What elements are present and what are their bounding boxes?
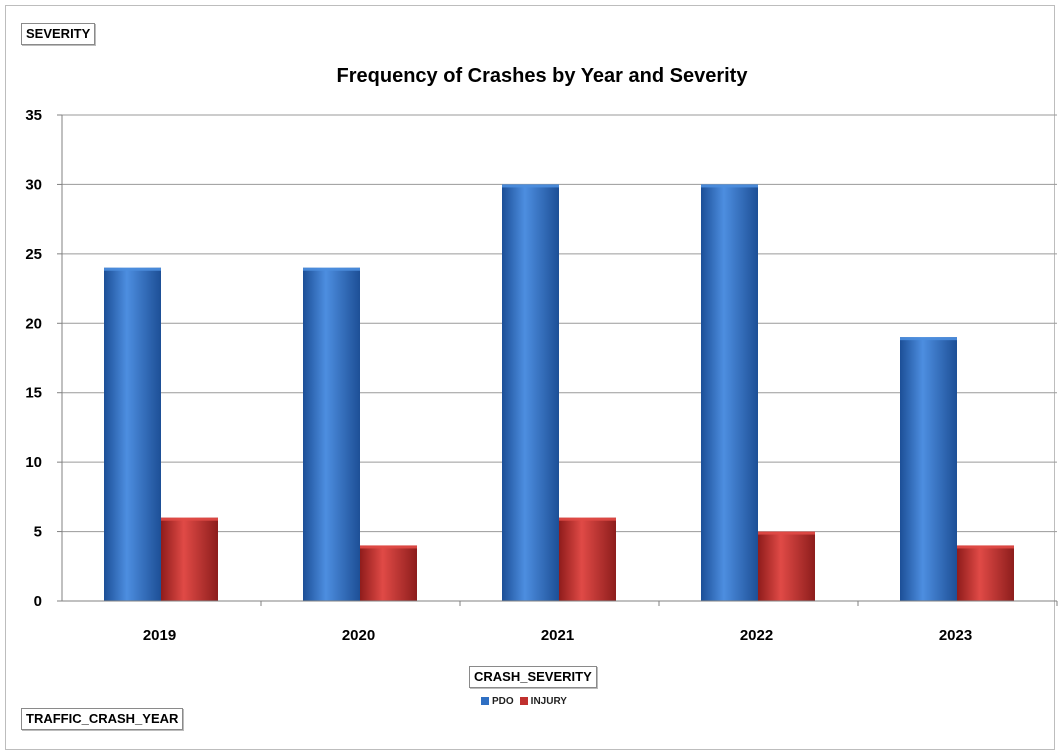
x-tick-label-2021: 2021 bbox=[541, 627, 574, 644]
bar-cap-injury-2022 bbox=[758, 531, 815, 535]
bar-cap-injury-2021 bbox=[559, 517, 616, 521]
severity-field-button[interactable]: SEVERITY bbox=[21, 23, 96, 45]
bar-pdo-2021 bbox=[502, 184, 559, 601]
bar-pdo-2022 bbox=[701, 184, 758, 601]
x-tick-label-2020: 2020 bbox=[342, 627, 375, 644]
bar-cap-injury-2020 bbox=[360, 545, 417, 549]
x-tick-label-2019: 2019 bbox=[143, 627, 176, 644]
y-tick-label-35: 35 bbox=[25, 107, 42, 124]
bar-cap-injury-2019 bbox=[161, 517, 218, 521]
legend-label-pdo: PDO bbox=[492, 695, 514, 707]
bar-pdo-2019 bbox=[104, 267, 161, 601]
bar-pdo-2023 bbox=[900, 337, 957, 601]
legend: PDO INJURY bbox=[481, 694, 573, 708]
legend-label-injury: INJURY bbox=[530, 695, 567, 707]
x-tick-label-2022: 2022 bbox=[740, 627, 773, 644]
traffic-crash-year-field-button[interactable]: TRAFFIC_CRASH_YEAR bbox=[21, 708, 184, 730]
bar-cap-pdo-2019 bbox=[104, 267, 161, 271]
bar-pdo-2020 bbox=[303, 267, 360, 601]
chart-title: Frequency of Crashes by Year and Severit… bbox=[337, 65, 749, 87]
y-tick-label-15: 15 bbox=[25, 385, 42, 402]
bar-injury-2020 bbox=[360, 545, 417, 601]
y-tick-label-25: 25 bbox=[25, 246, 42, 263]
y-tick-label-5: 5 bbox=[34, 524, 42, 541]
bar-cap-injury-2023 bbox=[957, 545, 1014, 549]
x-tick-label-2023: 2023 bbox=[939, 627, 972, 644]
bar-injury-2021 bbox=[559, 517, 616, 601]
bar-injury-2019 bbox=[161, 517, 218, 601]
bar-cap-pdo-2021 bbox=[502, 184, 559, 188]
bar-cap-pdo-2023 bbox=[900, 337, 957, 341]
y-tick-label-20: 20 bbox=[25, 315, 42, 332]
bar-cap-pdo-2022 bbox=[701, 184, 758, 188]
bar-cap-pdo-2020 bbox=[303, 267, 360, 271]
crash-severity-field-button[interactable]: CRASH_SEVERITY bbox=[469, 666, 597, 688]
legend-item-pdo: PDO bbox=[481, 696, 514, 707]
y-tick-label-30: 30 bbox=[25, 176, 42, 193]
bar-injury-2023 bbox=[957, 545, 1014, 601]
legend-item-injury: INJURY bbox=[519, 695, 567, 707]
legend-swatch-injury bbox=[519, 697, 528, 705]
legend-swatch-pdo bbox=[481, 697, 489, 705]
y-tick-label-10: 10 bbox=[25, 454, 42, 471]
bar-injury-2022 bbox=[758, 531, 815, 601]
y-tick-label-0: 0 bbox=[34, 593, 42, 610]
